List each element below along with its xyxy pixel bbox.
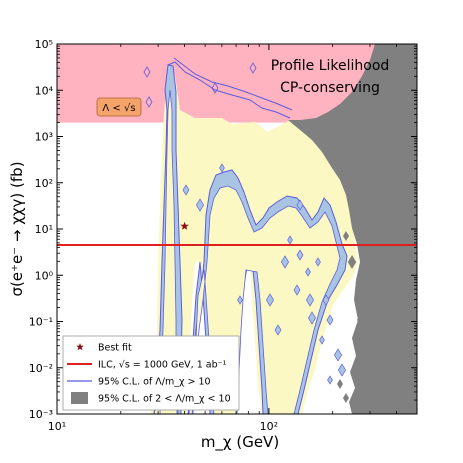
gray-diamond: [337, 379, 343, 389]
blue-diamond: [307, 311, 317, 325]
gray-diamond: [357, 315, 363, 325]
x-tick-label: 10¹: [48, 420, 66, 433]
blue-diamond: [143, 66, 151, 78]
blue-diamond: [296, 199, 304, 211]
y-tick-label: 10⁻¹: [29, 316, 53, 329]
excluded-label-box: [96, 97, 142, 117]
y-tick-label: 10²: [35, 177, 53, 190]
y-tick-label: 10⁰: [35, 269, 54, 282]
blue-diamond: [333, 348, 343, 362]
blue-diamond: [293, 284, 301, 296]
blue-diamond: [182, 184, 190, 196]
x-tick-label: 10²: [260, 420, 278, 433]
blue-diamond: [145, 96, 153, 108]
legend-label-cl_low: 95% C.L. of 2 < Λ/m_χ < 10: [98, 394, 231, 405]
blue-diamond: [274, 324, 282, 336]
gray-diamond: [353, 397, 363, 411]
legend-label-best_fit: Best fit: [98, 343, 132, 354]
legend: Best fit ILC, √s = 1000 GeV, 1 ab⁻¹ 95% C.…: [62, 335, 240, 411]
annotation-title-line1: Profile Likelihood: [271, 58, 390, 74]
blue-diamond: [337, 363, 347, 377]
y-tick-label: 10⁻³: [29, 408, 53, 421]
legend-label-cl_high: 95% C.L. of Λ/m_χ > 10: [98, 377, 211, 388]
gray-diamond: [352, 191, 362, 205]
blue-diamond: [326, 314, 334, 326]
y-axis-label: σ(e⁺e⁻ → χχγ) (fb): [8, 161, 26, 296]
blue-diamond: [237, 295, 243, 305]
region-gray: [288, 44, 417, 414]
legend-best-fit-marker: [76, 343, 84, 351]
gray-diamond: [369, 295, 375, 305]
gray-diamond: [375, 323, 385, 337]
blue-diamond: [327, 375, 333, 385]
annotation-title-line2: CP-conserving: [280, 80, 380, 96]
contour-in-excluded: [173, 57, 293, 111]
blue-diamond: [265, 293, 275, 307]
y-tick-label: 10⁵: [35, 38, 53, 51]
gray-diamond: [359, 365, 369, 379]
gray-diamond: [371, 385, 377, 395]
blue-diamond: [322, 294, 330, 306]
blue-diamond: [305, 293, 315, 307]
legend-cl-low-patch: [71, 392, 88, 404]
gray-diamond: [343, 231, 349, 241]
y-tick-label: 10¹: [35, 223, 53, 236]
blue-diamond: [287, 235, 293, 245]
blue-diamond: [211, 82, 219, 94]
gray-diamond: [343, 393, 349, 403]
gray-diamond: [347, 255, 357, 269]
y-tick-label: 10³: [35, 131, 53, 144]
blue-diamond: [280, 255, 290, 269]
blue-diamond: [315, 257, 321, 267]
blue-diamond: [249, 62, 257, 74]
blue-diamond: [305, 267, 311, 277]
blue-diamond: [219, 163, 225, 173]
best-fit-marker: [180, 221, 189, 230]
x-axis-label: m_χ (GeV): [201, 433, 279, 452]
blue-diamond: [319, 335, 325, 345]
blue-diamond: [296, 249, 304, 261]
y-tick-label: 10⁴: [35, 84, 54, 97]
blue-diamond: [195, 198, 205, 212]
gray-diamond: [365, 400, 371, 410]
legend-label-ilc: ILC, √s = 1000 GeV, 1 ab⁻¹: [98, 360, 227, 371]
y-tick-label: 10⁻²: [29, 362, 53, 375]
excluded-label: Λ < √s: [102, 103, 135, 114]
gray-diamond: [378, 353, 388, 367]
gray-diamond: [361, 338, 371, 352]
legend-box: [62, 335, 240, 411]
contour-in-excluded: [167, 61, 291, 119]
